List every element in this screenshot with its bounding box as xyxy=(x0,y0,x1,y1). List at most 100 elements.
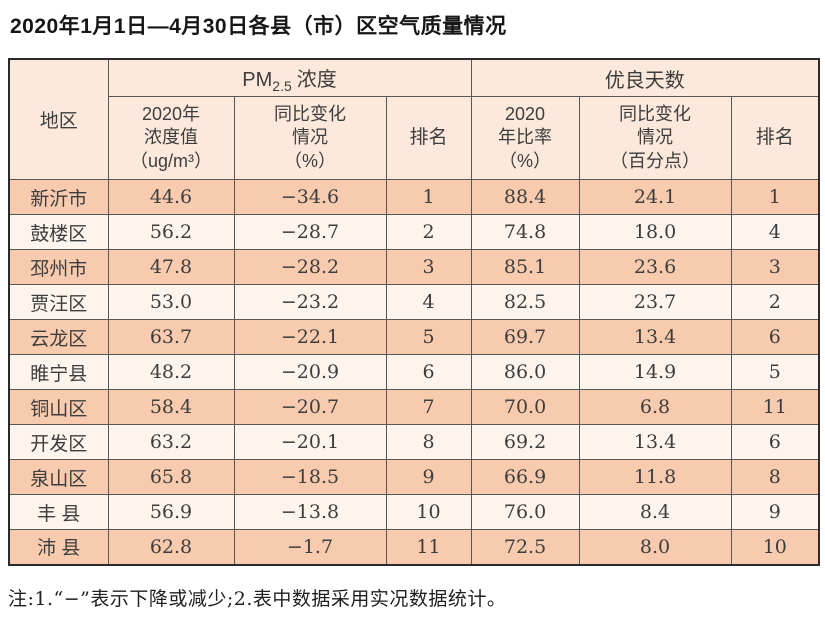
ratio-cell: 76.0 xyxy=(470,494,580,530)
pm-rank-cell: 5 xyxy=(385,319,472,355)
good-days-group-header: 优良天数 xyxy=(470,58,820,97)
ratio-rank-cell: 6 xyxy=(730,424,820,460)
pm25-group-header: PM2.5 浓度 xyxy=(107,58,472,97)
pm-change-cell: −1.7 xyxy=(233,529,387,565)
pm-value-cell: 44.6 xyxy=(107,179,235,215)
region-cell: 丰 县 xyxy=(8,494,109,530)
ratio-cell: 72.5 xyxy=(470,529,580,565)
ratio-cell: 69.2 xyxy=(470,424,580,460)
pm-change-cell: −23.2 xyxy=(233,284,387,320)
ratio-change-cell: 23.6 xyxy=(578,249,732,285)
ratio-change-cell: 13.4 xyxy=(578,424,732,460)
table-body: 新沂市 44.6 −34.6 1 88.4 24.1 1 鼓楼区 56.2 −2… xyxy=(8,179,820,565)
group-header-row: 地区 PM2.5 浓度 优良天数 xyxy=(8,58,820,180)
pm-change-cell: −18.5 xyxy=(233,459,387,495)
ratio-rank-cell: 2 xyxy=(730,284,820,320)
table-header: 地区 PM2.5 浓度 优良天数 2020年 浓度值 （ug/m³） 同比变化 情… xyxy=(8,58,820,180)
pm-change-cell: −34.6 xyxy=(233,179,387,215)
ratio-rank-cell: 11 xyxy=(730,389,820,425)
pm-value-cell: 65.8 xyxy=(107,459,235,495)
ratio-cell: 70.0 xyxy=(470,389,580,425)
region-cell: 泉山区 xyxy=(8,459,109,495)
region-cell: 邳州市 xyxy=(8,249,109,285)
pm-value-cell: 62.8 xyxy=(107,529,235,565)
pm25-label-subscript: 2.5 xyxy=(272,77,292,94)
pm25-label-prefix: PM xyxy=(242,68,273,91)
region-cell: 沛 县 xyxy=(8,529,109,565)
pm25-label-suffix: 浓度 xyxy=(296,68,337,91)
ratio-rank-cell: 8 xyxy=(730,459,820,495)
pm-value-cell: 58.4 xyxy=(107,389,235,425)
table-row: 沛 县 62.8 −1.7 11 72.5 8.0 10 xyxy=(8,529,820,565)
pm-value-cell: 63.2 xyxy=(107,424,235,460)
pm-rank-cell: 7 xyxy=(385,389,472,425)
footnote: 注:1.“−”表示下降或减少;2.表中数据采用实况数据统计。 xyxy=(8,588,507,610)
ratio-change-cell: 8.4 xyxy=(578,494,732,530)
ratio-rank-cell: 5 xyxy=(730,354,820,390)
pm-value-cell: 56.9 xyxy=(107,494,235,530)
ratio-cell: 85.1 xyxy=(470,249,580,285)
ratio-change-cell: 14.9 xyxy=(578,354,732,390)
region-cell: 云龙区 xyxy=(8,319,109,355)
ratio-rank-cell: 3 xyxy=(730,249,820,285)
pm-change-cell: −20.1 xyxy=(233,424,387,460)
ratio-cell: 66.9 xyxy=(470,459,580,495)
ratio-cell: 82.5 xyxy=(470,284,580,320)
region-cell: 贾汪区 xyxy=(8,284,109,320)
region-column-header: 地区 xyxy=(8,58,109,180)
table-row: 开发区 63.2 −20.1 8 69.2 13.4 6 xyxy=(8,424,820,460)
pm-rank-cell: 11 xyxy=(385,529,472,565)
table-row: 新沂市 44.6 −34.6 1 88.4 24.1 1 xyxy=(8,179,820,215)
region-cell: 睢宁县 xyxy=(8,354,109,390)
ratio-change-cell: 11.8 xyxy=(578,459,732,495)
ratio-cell: 74.8 xyxy=(470,214,580,250)
pm-rank-cell: 9 xyxy=(385,459,472,495)
ratio-change-cell: 24.1 xyxy=(578,179,732,215)
table-row: 鼓楼区 56.2 −28.7 2 74.8 18.0 4 xyxy=(8,214,820,250)
pm-change-cell: −13.8 xyxy=(233,494,387,530)
pm-rank-cell: 2 xyxy=(385,214,472,250)
ratio-rank-cell: 10 xyxy=(730,529,820,565)
pm-change-cell: −20.7 xyxy=(233,389,387,425)
table-row: 泉山区 65.8 −18.5 9 66.9 11.8 8 xyxy=(8,459,820,495)
col-header-pm-change: 同比变化 情况 （%） xyxy=(233,96,387,180)
pm-change-cell: −28.7 xyxy=(233,214,387,250)
table-row: 睢宁县 48.2 −20.9 6 86.0 14.9 5 xyxy=(8,354,820,390)
pm-change-cell: −22.1 xyxy=(233,319,387,355)
pm-rank-cell: 4 xyxy=(385,284,472,320)
pm-value-cell: 63.7 xyxy=(107,319,235,355)
air-quality-table: 地区 PM2.5 浓度 优良天数 2020年 浓度值 （ug/m³） 同比变化 情… xyxy=(8,58,821,566)
pm-value-cell: 47.8 xyxy=(107,249,235,285)
ratio-cell: 86.0 xyxy=(470,354,580,390)
pm-rank-cell: 6 xyxy=(385,354,472,390)
ratio-rank-cell: 4 xyxy=(730,214,820,250)
pm-value-cell: 56.2 xyxy=(107,214,235,250)
ratio-rank-cell: 9 xyxy=(730,494,820,530)
table-row: 贾汪区 53.0 −23.2 4 82.5 23.7 2 xyxy=(8,284,820,320)
region-cell: 开发区 xyxy=(8,424,109,460)
col-header-ratio-rank: 排名 xyxy=(730,96,820,180)
ratio-cell: 69.7 xyxy=(470,319,580,355)
pm-change-cell: −20.9 xyxy=(233,354,387,390)
sub-header-row: 2020年 浓度值 （ug/m³） 同比变化 情况 （%） 排名 2020 年比… xyxy=(9,96,820,180)
pm-rank-cell: 8 xyxy=(385,424,472,460)
col-header-pm-rank: 排名 xyxy=(385,96,472,180)
page-title: 2020年1月1日—4月30日各县（市）区空气质量情况 xyxy=(10,15,507,38)
table-row: 邳州市 47.8 −28.2 3 85.1 23.6 3 xyxy=(8,249,820,285)
col-header-ratio: 2020 年比率 （%） xyxy=(470,96,580,180)
pm-change-cell: −28.2 xyxy=(233,249,387,285)
table-row: 云龙区 63.7 −22.1 5 69.7 13.4 6 xyxy=(8,319,820,355)
ratio-change-cell: 23.7 xyxy=(578,284,732,320)
ratio-rank-cell: 6 xyxy=(730,319,820,355)
table-row: 丰 县 56.9 −13.8 10 76.0 8.4 9 xyxy=(8,494,820,530)
col-header-pm-value: 2020年 浓度值 （ug/m³） xyxy=(107,96,235,180)
ratio-change-cell: 18.0 xyxy=(578,214,732,250)
ratio-change-cell: 13.4 xyxy=(578,319,732,355)
ratio-cell: 88.4 xyxy=(470,179,580,215)
ratio-rank-cell: 1 xyxy=(730,179,820,215)
pm-rank-cell: 3 xyxy=(385,249,472,285)
pm-value-cell: 53.0 xyxy=(107,284,235,320)
region-cell: 新沂市 xyxy=(8,179,109,215)
pm-rank-cell: 10 xyxy=(385,494,472,530)
